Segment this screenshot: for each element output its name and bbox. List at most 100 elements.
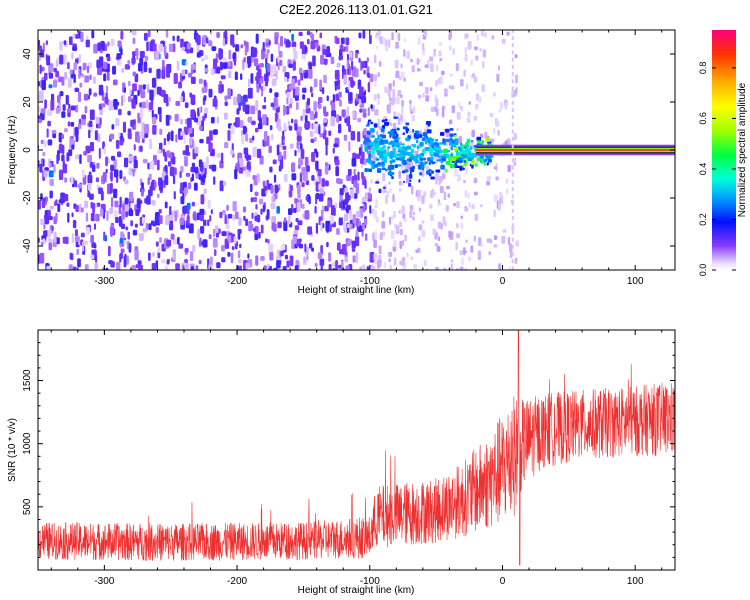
heat-cell <box>397 32 401 42</box>
heat-cell <box>164 201 168 209</box>
heat-cell <box>43 224 46 230</box>
heat-cell <box>49 178 54 186</box>
heat-cell <box>380 128 385 133</box>
heat-cell <box>148 138 153 150</box>
heat-cell <box>61 154 65 162</box>
heat-cell <box>404 146 408 152</box>
heat-cell <box>172 239 178 245</box>
heat-cell <box>332 268 336 270</box>
heat-cell <box>375 33 378 39</box>
heat-cell <box>238 269 242 270</box>
heat-cell <box>307 38 310 45</box>
heat-cell <box>110 197 114 208</box>
heat-cell <box>62 159 65 167</box>
heat-cell <box>465 166 468 175</box>
heat-cell <box>345 265 350 270</box>
heat-cell <box>306 97 311 106</box>
heat-cell <box>401 239 405 247</box>
heat-cell <box>256 148 262 159</box>
heat-cell <box>401 205 405 214</box>
heat-cell <box>338 217 343 226</box>
heat-cell <box>94 214 97 221</box>
heat-cell <box>295 86 300 97</box>
heat-cell <box>336 37 340 45</box>
heat-cell <box>463 160 467 163</box>
heat-cell <box>387 171 393 176</box>
heat-cell <box>158 177 161 187</box>
heat-cell <box>477 140 480 144</box>
heat-cell <box>263 96 267 103</box>
heat-cell <box>133 144 136 151</box>
heat-cell <box>161 59 165 67</box>
heat-cell <box>67 62 70 70</box>
heat-cell <box>129 88 132 96</box>
heat-cell <box>271 222 276 231</box>
heat-cell <box>362 30 366 39</box>
heat-cell <box>204 161 210 169</box>
heat-cell <box>33 34 36 40</box>
heat-cell <box>409 158 412 163</box>
heat-cell <box>165 30 169 38</box>
heat-cell <box>230 34 235 45</box>
heat-cell <box>88 171 92 182</box>
heat-cell <box>438 142 444 145</box>
heat-cell <box>437 77 441 85</box>
heat-cell <box>448 230 451 239</box>
heat-cell <box>97 123 101 129</box>
heat-cell <box>289 185 294 192</box>
heat-cell <box>244 133 249 142</box>
heat-cell <box>280 250 284 257</box>
heat-cell <box>75 127 79 136</box>
heat-cell <box>373 123 378 128</box>
heat-cell <box>441 157 447 162</box>
heat-cell <box>425 268 429 270</box>
heat-cell <box>189 92 193 98</box>
heat-cell <box>389 151 393 154</box>
heat-cell <box>294 95 299 101</box>
heat-cell <box>317 169 322 177</box>
heat-cell <box>202 239 208 248</box>
heat-cell <box>405 129 409 134</box>
heat-cell <box>313 101 317 112</box>
heat-cell <box>430 170 435 174</box>
heat-cell <box>82 62 87 70</box>
heat-cell <box>464 190 467 198</box>
heat-cell <box>394 164 398 168</box>
heat-cell <box>289 143 294 149</box>
heat-cell <box>377 93 380 99</box>
heat-cell <box>378 245 382 255</box>
heat-cell <box>48 170 54 178</box>
heat-cell <box>311 92 314 98</box>
heat-cell <box>412 106 416 114</box>
heat-cell <box>245 155 250 161</box>
heat-cell <box>437 236 441 242</box>
heat-cell <box>473 76 478 83</box>
heat-cell <box>192 244 196 252</box>
heat-cell <box>106 56 111 62</box>
heat-cell <box>315 192 320 200</box>
heat-cell <box>379 232 383 241</box>
heat-cell <box>223 142 229 149</box>
heat-cell <box>38 90 44 102</box>
heat-cell <box>207 219 210 227</box>
heat-cell <box>314 205 317 214</box>
heat-cell <box>333 143 339 148</box>
y-tick-label: 500 <box>22 498 33 515</box>
heat-cell <box>434 106 438 113</box>
heat-cell <box>114 209 118 220</box>
heat-cell <box>297 192 301 199</box>
heat-cell <box>355 218 360 227</box>
heat-cell <box>224 214 227 225</box>
heat-cell <box>245 218 248 227</box>
heat-cell <box>90 212 95 222</box>
heat-cell <box>61 76 65 86</box>
heat-cell <box>296 141 299 149</box>
heat-cell <box>267 63 271 73</box>
heat-cell <box>208 264 213 270</box>
heat-cell <box>474 213 479 221</box>
heat-cell <box>466 138 471 144</box>
heat-cell <box>218 80 223 85</box>
heat-cell <box>200 57 205 62</box>
heat-cell <box>302 87 307 93</box>
heat-cell <box>431 161 436 164</box>
